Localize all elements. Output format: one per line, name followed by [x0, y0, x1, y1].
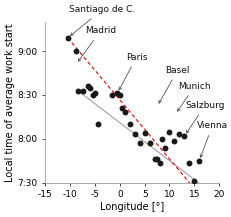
Point [76, 89, 79, 92]
Point [172, 140, 176, 143]
Point [127, 122, 131, 126]
Point [93, 91, 97, 95]
Point [159, 137, 163, 141]
Point [182, 135, 185, 138]
Text: Paris: Paris [119, 53, 147, 90]
Point [155, 157, 158, 161]
Point [157, 162, 161, 165]
Y-axis label: Local time of average work start: Local time of average work start [5, 23, 15, 182]
Point [187, 161, 190, 164]
Point [192, 179, 195, 183]
X-axis label: Longitude [°]: Longitude [°] [100, 202, 164, 212]
Text: Santiago de C.: Santiago de C. [69, 5, 135, 36]
Text: Salzburg: Salzburg [185, 101, 224, 133]
Point [95, 122, 99, 126]
Point [80, 89, 84, 92]
Point [90, 93, 94, 97]
Point [122, 111, 126, 114]
Point [177, 133, 180, 136]
Point [74, 49, 78, 53]
Text: Munich: Munich [177, 82, 210, 111]
Point [147, 141, 151, 145]
Point [152, 157, 156, 161]
Point [142, 131, 146, 134]
Point [162, 146, 166, 149]
Point [137, 141, 141, 145]
Text: Basel: Basel [158, 66, 189, 103]
Point [167, 130, 171, 133]
Point [66, 36, 69, 40]
Text: Vienna: Vienna [196, 121, 227, 157]
Text: Madrid: Madrid [78, 26, 116, 61]
Point [197, 159, 200, 163]
Point [110, 93, 114, 97]
Point [88, 86, 91, 90]
Point [120, 106, 124, 110]
Point [85, 84, 89, 88]
Point [115, 91, 119, 95]
Point [118, 93, 121, 97]
Point [132, 133, 136, 136]
